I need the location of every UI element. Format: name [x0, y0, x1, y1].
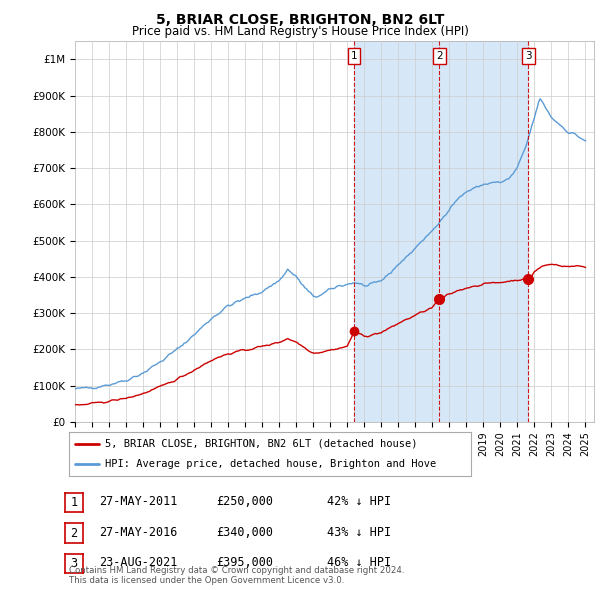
Text: 42% ↓ HPI: 42% ↓ HPI — [327, 495, 391, 508]
Text: 5, BRIAR CLOSE, BRIGHTON, BN2 6LT: 5, BRIAR CLOSE, BRIGHTON, BN2 6LT — [156, 13, 444, 27]
Text: 43% ↓ HPI: 43% ↓ HPI — [327, 526, 391, 539]
Text: 2: 2 — [436, 51, 443, 61]
Text: £395,000: £395,000 — [216, 556, 273, 569]
Text: 23-AUG-2021: 23-AUG-2021 — [99, 556, 178, 569]
Text: £250,000: £250,000 — [216, 495, 273, 508]
Text: 3: 3 — [525, 51, 532, 61]
Bar — [354, 41, 529, 422]
Text: 1: 1 — [351, 51, 358, 61]
Text: HPI: Average price, detached house, Brighton and Hove: HPI: Average price, detached house, Brig… — [105, 459, 436, 469]
Text: £340,000: £340,000 — [216, 526, 273, 539]
Text: Price paid vs. HM Land Registry's House Price Index (HPI): Price paid vs. HM Land Registry's House … — [131, 25, 469, 38]
Text: 27-MAY-2011: 27-MAY-2011 — [99, 495, 178, 508]
Text: 5, BRIAR CLOSE, BRIGHTON, BN2 6LT (detached house): 5, BRIAR CLOSE, BRIGHTON, BN2 6LT (detac… — [105, 439, 418, 449]
Text: Contains HM Land Registry data © Crown copyright and database right 2024.
This d: Contains HM Land Registry data © Crown c… — [69, 566, 404, 585]
Text: 27-MAY-2016: 27-MAY-2016 — [99, 526, 178, 539]
Text: 46% ↓ HPI: 46% ↓ HPI — [327, 556, 391, 569]
Text: 3: 3 — [70, 557, 77, 571]
Text: 2: 2 — [70, 526, 77, 540]
Text: 1: 1 — [70, 496, 77, 509]
